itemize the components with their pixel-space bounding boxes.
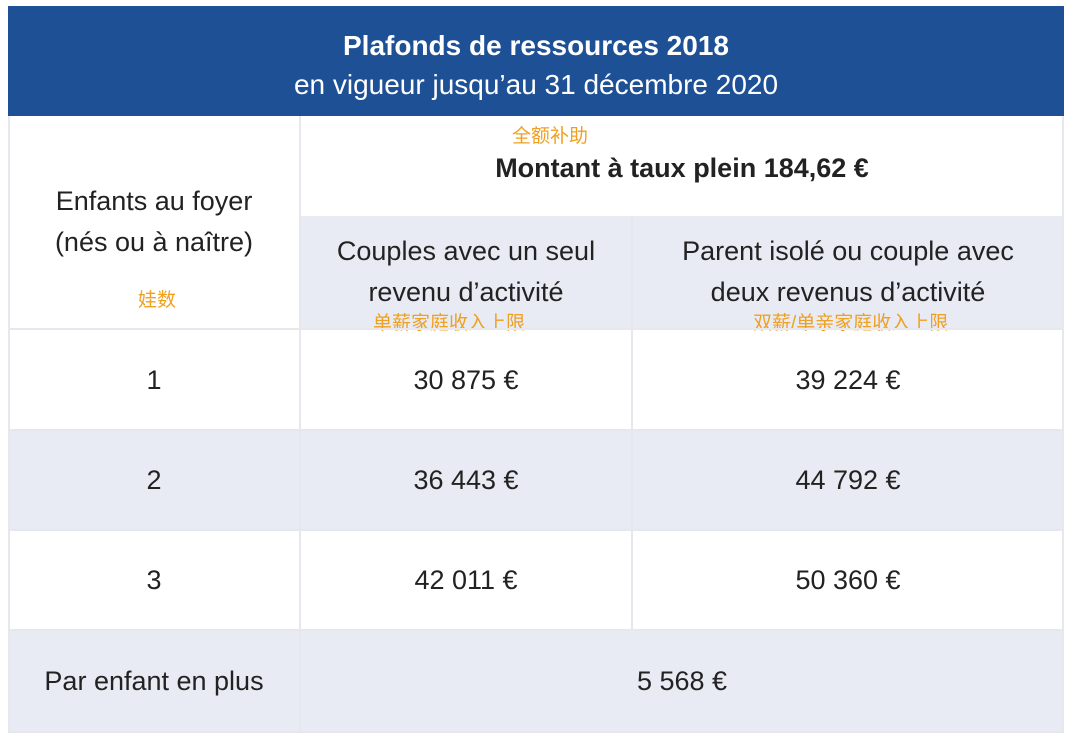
column-divider [299, 116, 301, 732]
row-divider [8, 629, 1064, 631]
row-header-cell: Enfants au foyer (nés ou à naître) [8, 116, 300, 328]
col-header-double-income: Parent isolé ou couple avec deux revenus… [632, 216, 1064, 328]
row-header-annotation: 娃数 [138, 290, 177, 311]
col2-label-line2: deux revenus d’activité [710, 277, 986, 307]
table-right-border [1062, 116, 1064, 732]
table-title-banner: Plafonds de ressources 2018 en vigueur j… [8, 6, 1064, 116]
row-divider [8, 429, 1064, 431]
table-row-3-children: 3 [146, 564, 162, 595]
table-subtitle: en vigueur jusqu’au 31 décembre 2020 [293, 69, 779, 100]
table-bottom-border [8, 731, 1064, 733]
table-row-2-children: 2 [8, 430, 300, 530]
row-header-label-line2: (nés ou à naître) [54, 227, 254, 257]
table-row-3-double-income: 50 360 € [795, 564, 901, 595]
col-header-single-income: Couples avec un seul revenu d’activité [300, 216, 632, 328]
table-row-3-single-income: 42 011 € [414, 564, 518, 595]
row-divider [8, 529, 1064, 531]
table-row-2-single-income: 36 443 € [300, 430, 632, 530]
table-row-1-double-income: 39 224 € [795, 364, 901, 395]
amount-label: Montant à taux plein 184,62 € [495, 152, 869, 183]
col2-label-line1: Parent isolé ou couple avec [682, 236, 1014, 266]
table-row-1-children: 1 [146, 364, 162, 395]
amount-annotation: 全额补助 [512, 126, 589, 147]
col1-label-line1: Couples avec un seul [336, 236, 596, 266]
extra-child-label: Par enfant en plus [8, 630, 300, 732]
table-row-2-double-income: 44 792 € [632, 430, 1064, 530]
extra-child-value: 5 568 € [300, 630, 1064, 732]
table-row-1-single-income: 30 875 € [413, 364, 519, 395]
column-divider [631, 216, 633, 630]
col1-label-line2: revenu d’activité [368, 277, 564, 307]
table-left-border [8, 116, 10, 732]
row-divider [8, 328, 1064, 330]
row-header-label-line1: Enfants au foyer [55, 186, 253, 216]
amount-header-cell: Montant à taux plein 184,62 € [300, 116, 1064, 216]
table-title: Plafonds de ressources 2018 [343, 30, 729, 61]
